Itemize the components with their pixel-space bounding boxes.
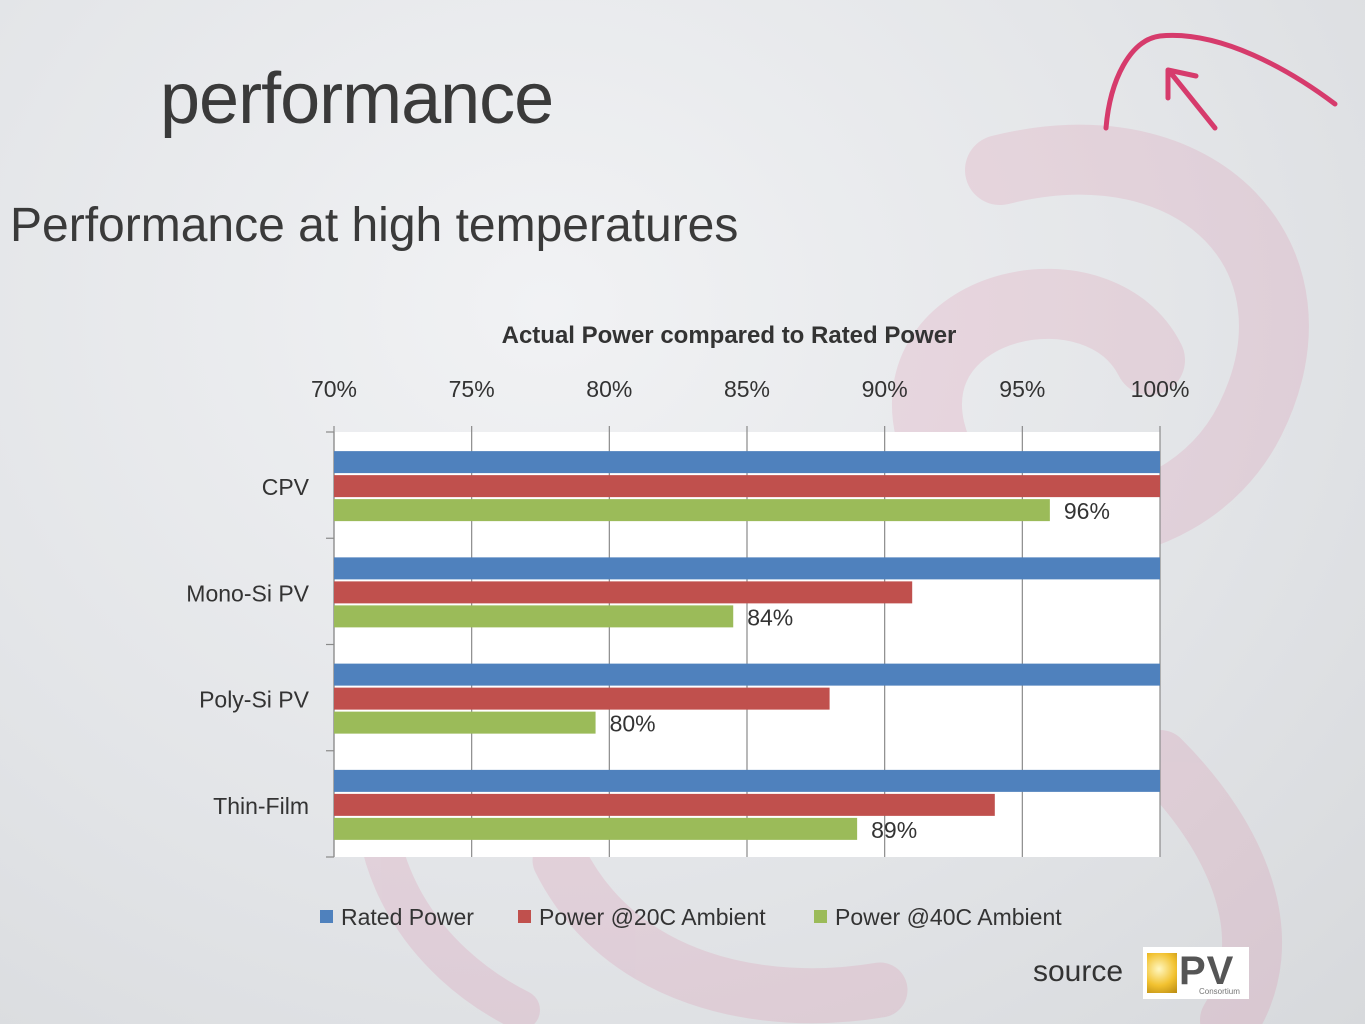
bar-power-40c-ambient — [334, 711, 596, 734]
legend-label: Power @20C Ambient — [539, 904, 766, 930]
category-label: Poly-Si PV — [199, 687, 310, 713]
bar-power-40c-ambient — [334, 499, 1050, 522]
bar-power-20c-ambient — [334, 687, 830, 710]
bar-rated-power — [334, 769, 1160, 792]
legend-swatch — [518, 910, 531, 923]
bar-power-40c-ambient — [334, 817, 858, 840]
data-label: 89% — [871, 817, 917, 843]
bar-power-20c-ambient — [334, 581, 913, 604]
x-tick-label: 70% — [311, 376, 357, 402]
category-label: CPV — [262, 474, 310, 500]
category-label: Thin-Film — [213, 793, 309, 819]
x-tick-label: 80% — [586, 376, 632, 402]
source-label: source — [1033, 955, 1124, 988]
chart-title: Actual Power compared to Rated Power — [502, 322, 957, 349]
legend-label: Power @40C Ambient — [835, 904, 1062, 930]
data-label: 84% — [747, 604, 793, 630]
x-tick-label: 100% — [1131, 376, 1190, 402]
data-label: 80% — [610, 711, 656, 737]
legend-label: Rated Power — [341, 904, 474, 930]
logo-sun-mark-icon — [1147, 953, 1177, 993]
legend-swatch — [320, 910, 333, 923]
cpv-consortium-logo[interactable]: PV Consortium — [1143, 947, 1249, 999]
bar-rated-power — [334, 557, 1160, 580]
x-tick-label: 85% — [724, 376, 770, 402]
bar-rated-power — [334, 451, 1160, 474]
x-tick-label: 90% — [862, 376, 908, 402]
logo-subtext-icon: Consortium — [1199, 987, 1240, 996]
data-label: 96% — [1064, 498, 1110, 524]
bar-power-40c-ambient — [334, 605, 734, 628]
logo-wordmark-icon: PV — [1179, 949, 1235, 993]
x-tick-label: 75% — [449, 376, 495, 402]
bar-rated-power — [334, 663, 1160, 686]
category-label: Mono-Si PV — [186, 580, 309, 606]
bar-power-20c-ambient — [334, 793, 995, 816]
legend-swatch — [814, 910, 827, 923]
bar-power-20c-ambient — [334, 475, 1160, 498]
slide-title: performance — [160, 59, 554, 139]
slide-subtitle: Performance at high temperatures — [10, 199, 739, 252]
x-tick-label: 95% — [999, 376, 1045, 402]
